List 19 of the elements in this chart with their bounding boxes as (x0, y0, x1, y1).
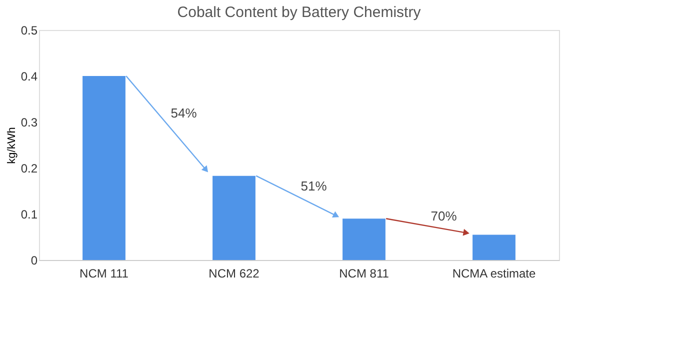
y-tick-label: 0.1 (20, 208, 38, 222)
y-axis-title: kg/kWh (6, 127, 18, 164)
x-tick-label: NCM 622 (208, 266, 260, 280)
x-tick-label: NCM 811 (339, 266, 390, 280)
bar (82, 76, 126, 260)
annotation: 51% (300, 178, 328, 194)
annotation: 70% (430, 208, 458, 224)
bar (342, 218, 386, 260)
x-tick-label: NCM 111 (80, 266, 129, 280)
y-tick-label: 0.5 (20, 24, 38, 38)
chart-title: Cobalt Content by Battery Chemistry (177, 4, 422, 21)
x-tick-label: NCMA estimate (452, 266, 536, 280)
y-tick-label: 0.4 (20, 70, 38, 84)
annotation: 54% (170, 105, 198, 120)
y-tick-label: 0.2 (20, 162, 38, 176)
bar (472, 234, 516, 260)
bar (212, 176, 256, 260)
y-tick-label: 0 (30, 254, 38, 268)
y-tick-label: 0.3 (20, 116, 38, 130)
